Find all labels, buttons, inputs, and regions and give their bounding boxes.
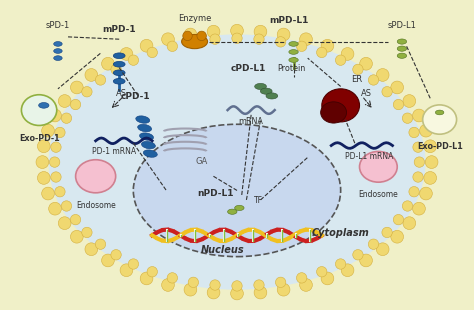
Circle shape [51, 142, 61, 152]
Ellipse shape [113, 61, 125, 67]
Circle shape [85, 243, 98, 256]
Ellipse shape [137, 124, 152, 132]
Ellipse shape [133, 124, 341, 257]
Circle shape [70, 99, 81, 110]
Circle shape [70, 215, 81, 225]
Circle shape [341, 264, 354, 277]
Circle shape [183, 31, 192, 41]
Text: Nucleus: Nucleus [201, 245, 245, 255]
Circle shape [341, 47, 354, 60]
Ellipse shape [54, 49, 62, 53]
Circle shape [413, 172, 423, 182]
Circle shape [425, 156, 438, 168]
Circle shape [210, 34, 220, 44]
Text: Protein: Protein [277, 64, 305, 73]
Circle shape [402, 113, 413, 123]
Circle shape [101, 57, 114, 70]
Ellipse shape [113, 70, 125, 76]
Circle shape [419, 187, 432, 200]
Circle shape [95, 239, 106, 250]
Circle shape [393, 215, 404, 225]
Ellipse shape [228, 209, 237, 214]
Circle shape [111, 64, 121, 75]
Ellipse shape [397, 53, 407, 58]
Ellipse shape [76, 160, 116, 193]
Circle shape [128, 259, 138, 269]
Circle shape [188, 37, 199, 47]
Circle shape [82, 86, 92, 97]
Ellipse shape [266, 93, 278, 99]
Circle shape [231, 287, 243, 300]
Circle shape [391, 81, 403, 94]
Circle shape [376, 243, 389, 256]
Circle shape [61, 113, 72, 123]
Text: Exo-PD-L1: Exo-PD-L1 [417, 142, 463, 151]
Circle shape [360, 57, 373, 70]
Text: PD-L1 mRNA: PD-L1 mRNA [345, 152, 393, 161]
Text: sPD-1: sPD-1 [46, 21, 70, 30]
Ellipse shape [182, 34, 208, 49]
Text: AS: AS [116, 89, 127, 98]
Ellipse shape [48, 34, 426, 290]
Circle shape [391, 230, 403, 243]
Circle shape [71, 81, 83, 94]
Ellipse shape [54, 42, 62, 46]
Circle shape [254, 25, 267, 38]
Ellipse shape [423, 105, 456, 134]
Circle shape [95, 75, 106, 85]
Text: cPD-1: cPD-1 [121, 92, 151, 101]
Circle shape [232, 281, 242, 291]
Circle shape [277, 28, 290, 41]
Circle shape [85, 69, 98, 81]
Circle shape [360, 254, 373, 267]
Ellipse shape [320, 102, 346, 123]
Text: mRNA: mRNA [239, 117, 264, 126]
Circle shape [296, 273, 307, 283]
Circle shape [49, 202, 62, 215]
Text: Endosome: Endosome [358, 189, 398, 198]
Circle shape [393, 99, 404, 110]
Circle shape [254, 34, 264, 44]
Circle shape [42, 187, 55, 200]
Circle shape [82, 227, 92, 238]
Circle shape [37, 171, 50, 184]
Circle shape [321, 39, 334, 52]
Circle shape [277, 283, 290, 296]
Circle shape [207, 286, 220, 299]
Circle shape [368, 75, 379, 85]
Text: Endosome: Endosome [76, 201, 116, 210]
Ellipse shape [255, 83, 266, 90]
Ellipse shape [289, 42, 298, 46]
Ellipse shape [141, 141, 155, 149]
Circle shape [147, 47, 157, 58]
Circle shape [58, 95, 71, 107]
Ellipse shape [436, 110, 444, 115]
Circle shape [403, 95, 416, 107]
Ellipse shape [322, 89, 359, 122]
Ellipse shape [397, 46, 407, 51]
Circle shape [197, 31, 206, 41]
Circle shape [167, 273, 178, 283]
Circle shape [128, 55, 138, 65]
Circle shape [296, 41, 307, 51]
Circle shape [300, 33, 312, 46]
Circle shape [162, 33, 174, 46]
Circle shape [207, 25, 220, 38]
Ellipse shape [289, 50, 298, 54]
Circle shape [413, 142, 423, 152]
Circle shape [101, 254, 114, 267]
Text: mPD-L1: mPD-L1 [269, 16, 309, 25]
Circle shape [275, 37, 286, 47]
Circle shape [419, 124, 432, 137]
Circle shape [58, 217, 71, 229]
Circle shape [188, 277, 199, 287]
Circle shape [382, 227, 392, 238]
Ellipse shape [54, 56, 62, 60]
Circle shape [167, 41, 178, 51]
Ellipse shape [38, 103, 49, 108]
Circle shape [120, 47, 133, 60]
Ellipse shape [260, 88, 272, 94]
Circle shape [275, 277, 286, 287]
Circle shape [55, 127, 65, 138]
